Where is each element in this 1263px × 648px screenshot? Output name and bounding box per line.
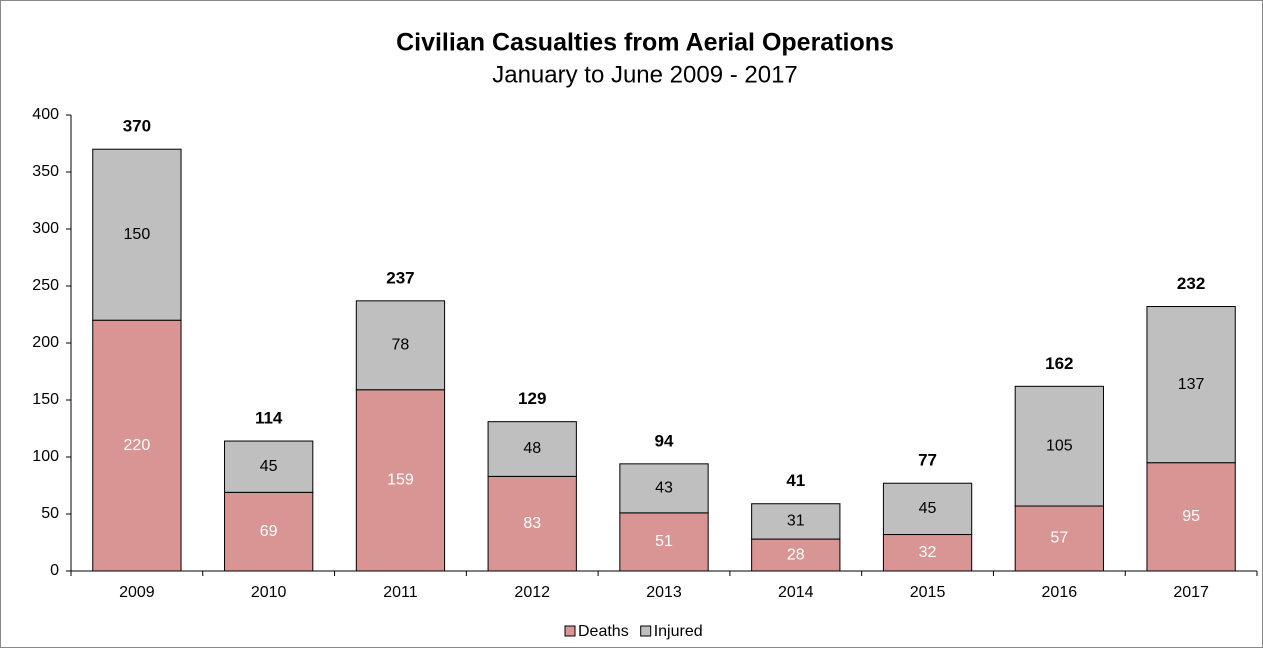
- data-label: 32: [919, 544, 937, 561]
- chart-title: Civilian Casualties from Aerial Operatio…: [396, 29, 894, 57]
- data-label: 57: [1050, 530, 1068, 547]
- total-label: 370: [123, 117, 151, 136]
- chart-subtitle: January to June 2009 - 2017: [492, 61, 798, 88]
- y-tick-label: 200: [32, 334, 59, 351]
- y-tick-label: 50: [41, 505, 59, 522]
- data-label: 159: [387, 472, 414, 489]
- bar-segment: [355, 389, 446, 572]
- x-tick-label: 2014: [778, 584, 814, 601]
- x-tick-label: 2011: [383, 584, 418, 601]
- data-label: 43: [655, 480, 673, 497]
- total-label: 77: [918, 451, 937, 470]
- data-label: 220: [124, 437, 151, 454]
- bar-segment: [487, 475, 577, 572]
- total-label: 162: [1045, 354, 1073, 373]
- data-label: 95: [1182, 508, 1200, 525]
- y-tick-label: 350: [32, 163, 59, 180]
- x-tick-label: 2010: [251, 584, 287, 601]
- data-label: 45: [260, 458, 278, 475]
- bar-segment: [1014, 505, 1104, 572]
- data-label: 51: [655, 533, 673, 550]
- total-label: 94: [655, 431, 674, 450]
- y-tick-label: 250: [32, 277, 59, 294]
- y-tick-label: 300: [32, 220, 59, 237]
- data-label: 78: [392, 336, 410, 353]
- x-tick-label: 2013: [646, 584, 682, 601]
- y-tick-label: 100: [32, 448, 59, 465]
- total-label: 237: [386, 268, 414, 287]
- x-tick-label: 2016: [1042, 584, 1078, 601]
- x-tick-label: 2009: [119, 584, 155, 601]
- x-tick-label: 2017: [1173, 584, 1209, 601]
- y-tick-label: 0: [50, 562, 59, 579]
- data-label: 137: [1178, 376, 1205, 393]
- total-label: 41: [786, 471, 805, 490]
- bar-segment: [619, 463, 709, 514]
- bar-segment: [1146, 306, 1236, 464]
- bar-segment: [619, 512, 709, 572]
- data-label: 83: [523, 515, 541, 532]
- bar-segment: [1014, 385, 1104, 507]
- total-label: 129: [518, 389, 546, 408]
- bar-segment: [224, 440, 314, 493]
- bar-segment: [882, 534, 973, 572]
- bar-segment: [355, 300, 446, 391]
- data-label: 31: [787, 513, 805, 530]
- bar-segment: [751, 503, 841, 540]
- y-tick-label: 400: [32, 106, 59, 123]
- data-label: 150: [124, 226, 151, 243]
- legend-label: Injured: [654, 623, 703, 640]
- bar-segment: [882, 482, 973, 536]
- total-label: 114: [255, 409, 283, 428]
- legend-swatch: [640, 625, 652, 637]
- total-label: 232: [1177, 274, 1205, 293]
- data-label: 105: [1046, 437, 1073, 454]
- data-label: 69: [260, 523, 278, 540]
- x-tick-label: 2015: [910, 584, 946, 601]
- x-tick-label: 2012: [514, 584, 550, 601]
- legend-swatch: [564, 625, 576, 637]
- data-label: 48: [523, 440, 541, 457]
- bar-segment: [92, 319, 182, 572]
- y-tick-label: 150: [32, 391, 59, 408]
- bar-segment: [487, 421, 577, 477]
- legend-label: Deaths: [578, 623, 629, 640]
- data-label: 28: [787, 546, 805, 563]
- bar-segment: [92, 148, 182, 321]
- bar-segment: [1146, 462, 1236, 572]
- data-label: 45: [919, 500, 937, 517]
